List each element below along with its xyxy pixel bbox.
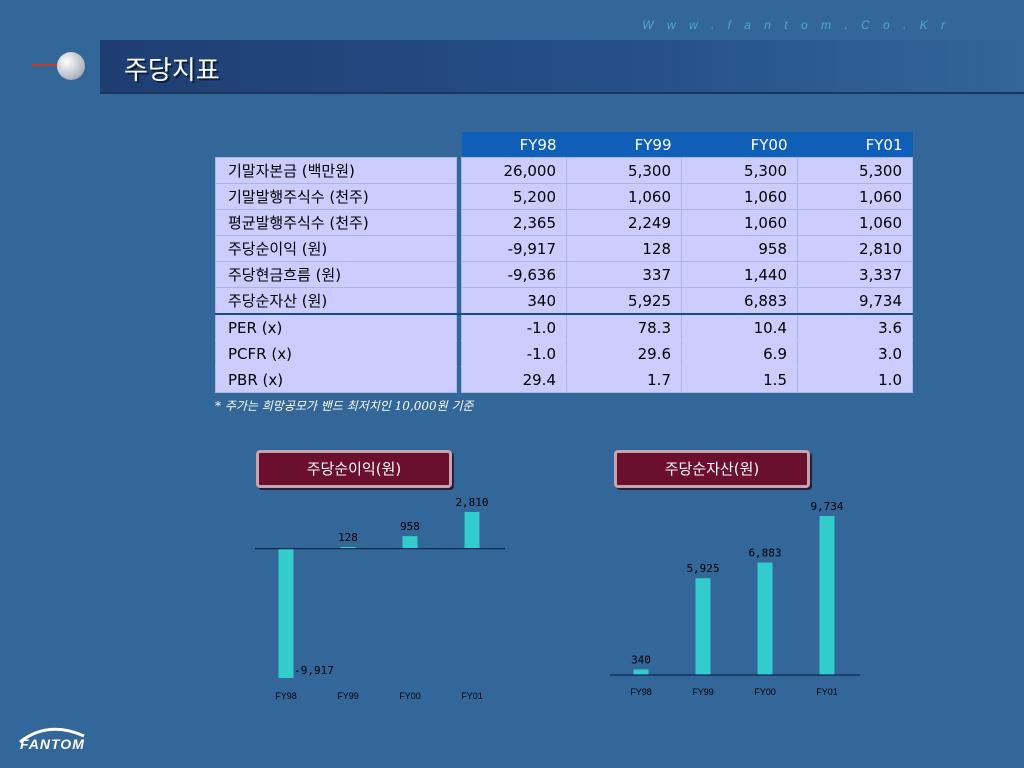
table-cell: -1.0 bbox=[461, 340, 567, 367]
row-label: 기말발행주식수 (천주) bbox=[215, 183, 457, 210]
table-cell: -9,917 bbox=[461, 235, 567, 262]
table-cell: 128 bbox=[566, 235, 682, 262]
financial-table: FY98 FY99 FY00 FY01 기말자본금 (백만원) 26,000 5,3… bbox=[215, 132, 913, 393]
table-row: 기말자본금 (백만원) 26,000 5,300 5,300 5,300 bbox=[215, 157, 913, 184]
title-bullet-icon bbox=[57, 52, 85, 80]
table-row: PER (x) -1.0 78.3 10.4 3.6 bbox=[215, 313, 913, 341]
table-cell: 1,060 bbox=[681, 183, 798, 210]
data-label: 128 bbox=[338, 531, 358, 544]
footnote: * 주가는 희망공모가 밴드 최저치인 10,000원 기준 bbox=[215, 399, 474, 413]
table-cell: 5,925 bbox=[566, 287, 682, 315]
bar bbox=[757, 562, 773, 675]
bar bbox=[278, 548, 294, 678]
bar bbox=[695, 578, 711, 675]
table-cell: 26,000 bbox=[461, 157, 567, 184]
table-header-blank bbox=[216, 132, 457, 158]
table-cell: 1.7 bbox=[566, 366, 682, 393]
table-cell: 29.6 bbox=[566, 340, 682, 367]
tick-label: FY98 bbox=[275, 691, 297, 701]
table-cell: 3,337 bbox=[797, 261, 913, 288]
tick-label: FY99 bbox=[337, 691, 359, 701]
table-cell: 1,060 bbox=[797, 209, 913, 236]
table-header-row: FY98 FY99 FY00 FY01 bbox=[216, 132, 913, 158]
chart-title-bps: 주당순자산(원) bbox=[614, 450, 810, 488]
chart-title-eps: 주당순이익(원) bbox=[256, 450, 452, 488]
bar bbox=[819, 516, 835, 675]
table-cell: 2,365 bbox=[461, 209, 567, 236]
column-header: FY00 bbox=[681, 132, 798, 158]
tick-label: FY99 bbox=[692, 687, 714, 697]
data-label: -9,917 bbox=[294, 664, 334, 677]
data-label: 6,883 bbox=[748, 547, 781, 560]
table-cell: 1,060 bbox=[566, 183, 682, 210]
bar bbox=[340, 546, 356, 549]
table-row: 주당순이익 (원) -9,917 128 958 2,810 bbox=[215, 235, 913, 262]
table-cell: 6.9 bbox=[681, 340, 798, 367]
table-cell: 10.4 bbox=[681, 313, 798, 341]
table-cell: 2,810 bbox=[797, 235, 913, 262]
table-cell: 1.5 bbox=[681, 366, 798, 393]
bar bbox=[464, 512, 480, 549]
tick-label: FY01 bbox=[461, 691, 483, 701]
bar bbox=[402, 536, 418, 549]
table-cell: 958 bbox=[681, 235, 798, 262]
column-header: FY98 bbox=[461, 132, 567, 158]
table-cell: 5,300 bbox=[797, 157, 913, 184]
table-cell: -9,636 bbox=[461, 261, 567, 288]
table-row: 평균발행주식수 (천주) 2,365 2,249 1,060 1,060 bbox=[215, 209, 913, 236]
eps-bar-chart: -9,917 FY98 128 FY99 958 FY00 2,810 FY01 bbox=[255, 496, 505, 701]
table-cell: 29.4 bbox=[461, 366, 567, 393]
table-cell: -1.0 bbox=[461, 313, 567, 341]
row-label: 평균발행주식수 (천주) bbox=[215, 209, 457, 236]
table-cell: 1,060 bbox=[681, 209, 798, 236]
title-bar: 주당지표 bbox=[100, 40, 1024, 94]
table-cell: 3.0 bbox=[797, 340, 913, 367]
table-cell: 78.3 bbox=[566, 313, 682, 341]
data-label: 9,734 bbox=[810, 500, 843, 513]
page-title: 주당지표 bbox=[124, 56, 220, 86]
table-row: PCFR (x) -1.0 29.6 6.9 3.0 bbox=[215, 340, 913, 367]
row-label: PCFR (x) bbox=[215, 340, 457, 367]
table-cell: 2,249 bbox=[566, 209, 682, 236]
data-label: 958 bbox=[400, 520, 420, 533]
fantom-logo-icon bbox=[19, 727, 85, 744]
bps-bar-chart: 340 FY98 5,925 FY99 6,883 FY00 9,734 FY01 bbox=[610, 500, 860, 697]
row-label: 주당순이익 (원) bbox=[215, 235, 457, 262]
table-cell: 5,300 bbox=[681, 157, 798, 184]
table-cell: 5,300 bbox=[566, 157, 682, 184]
row-label: PER (x) bbox=[215, 313, 457, 341]
table-cell: 6,883 bbox=[681, 287, 798, 315]
table-row: 주당순자산 (원) 340 5,925 6,883 9,734 bbox=[215, 287, 913, 315]
table-cell: 337 bbox=[566, 261, 682, 288]
data-label: 2,810 bbox=[455, 496, 488, 509]
table-cell: 3.6 bbox=[797, 313, 913, 341]
tick-label: FY98 bbox=[630, 687, 652, 697]
row-label: 주당순자산 (원) bbox=[215, 287, 457, 315]
row-label: 기말자본금 (백만원) bbox=[215, 157, 457, 184]
table-row: PBR (x) 29.4 1.7 1.5 1.0 bbox=[215, 366, 913, 393]
table-cell: 340 bbox=[461, 287, 567, 315]
table-cell: 5,200 bbox=[461, 183, 567, 210]
website-url: W w w . f a n t o m . C o . K r bbox=[642, 18, 950, 32]
tick-label: FY00 bbox=[754, 687, 776, 697]
data-label: 340 bbox=[631, 653, 651, 666]
column-header: FY01 bbox=[797, 132, 913, 158]
table-cell: 1.0 bbox=[797, 366, 913, 393]
row-label: 주당현금흐름 (원) bbox=[215, 261, 457, 288]
data-label: 5,925 bbox=[686, 562, 719, 575]
table-row: 주당현금흐름 (원) -9,636 337 1,440 3,337 bbox=[215, 261, 913, 288]
tick-label: FY00 bbox=[399, 691, 421, 701]
table-cell: 9,734 bbox=[797, 287, 913, 315]
table-cell: 1,440 bbox=[681, 261, 798, 288]
tick-label: FY01 bbox=[816, 687, 838, 697]
table-row: 기말발행주식수 (천주) 5,200 1,060 1,060 1,060 bbox=[215, 183, 913, 210]
title-bullet-line bbox=[32, 64, 70, 66]
fantom-logo-text: FANTOM bbox=[20, 736, 85, 752]
column-header: FY99 bbox=[566, 132, 682, 158]
table-cell: 1,060 bbox=[797, 183, 913, 210]
bar bbox=[633, 669, 649, 675]
row-label: PBR (x) bbox=[215, 366, 457, 393]
